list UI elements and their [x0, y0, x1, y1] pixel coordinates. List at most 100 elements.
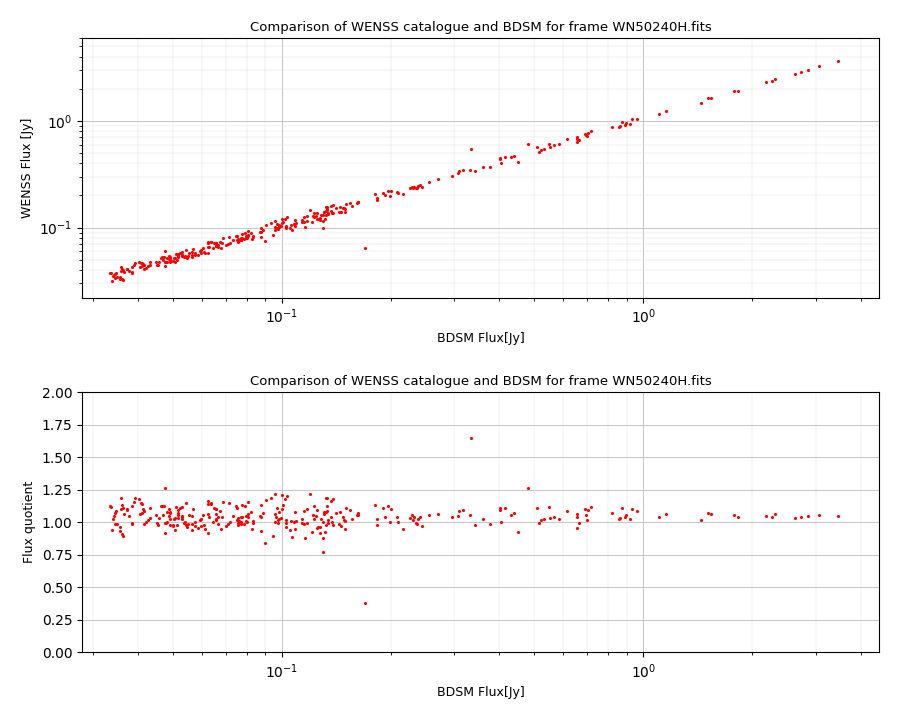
Point	[612, 513, 626, 525]
Point	[103, 500, 117, 511]
Point	[178, 251, 193, 262]
Point	[304, 526, 319, 538]
Point	[306, 509, 320, 521]
Point	[185, 524, 200, 536]
Point	[351, 197, 365, 208]
Point	[133, 508, 148, 520]
Point	[159, 256, 174, 268]
Point	[272, 513, 286, 524]
Point	[176, 510, 190, 522]
Point	[202, 248, 216, 259]
Point	[209, 504, 223, 516]
Point	[334, 521, 348, 532]
Point	[406, 182, 420, 194]
Point	[630, 505, 644, 517]
Point	[310, 214, 324, 225]
Point	[350, 508, 365, 519]
Point	[765, 511, 779, 523]
Point	[167, 513, 182, 524]
Point	[135, 257, 149, 269]
Point	[194, 513, 208, 524]
Point	[258, 235, 273, 246]
Point	[230, 236, 245, 248]
Point	[313, 215, 328, 226]
Point	[223, 516, 238, 528]
Point	[504, 509, 518, 521]
Point	[163, 253, 177, 265]
Point	[182, 509, 196, 521]
Point	[412, 511, 427, 523]
Point	[507, 150, 521, 162]
Point	[259, 220, 274, 231]
Point	[537, 513, 552, 525]
Point	[279, 222, 293, 234]
Point	[234, 516, 248, 528]
Point	[317, 508, 331, 519]
Point	[153, 253, 167, 264]
Point	[580, 130, 595, 142]
Point	[406, 515, 420, 526]
Point	[409, 183, 423, 194]
Point	[124, 261, 139, 272]
Point	[226, 234, 240, 246]
Point	[131, 256, 146, 268]
Point	[166, 513, 181, 524]
X-axis label: BDSM Flux[Jy]: BDSM Flux[Jy]	[436, 686, 525, 699]
Point	[209, 240, 223, 252]
Point	[171, 509, 185, 521]
Point	[158, 256, 172, 268]
Point	[207, 503, 221, 514]
Point	[135, 508, 149, 519]
Point	[181, 250, 195, 261]
Point	[605, 121, 619, 132]
Point	[324, 205, 338, 217]
Point	[167, 252, 182, 264]
Point	[415, 520, 429, 531]
Point	[358, 597, 373, 608]
Point	[124, 266, 139, 278]
Point	[383, 185, 398, 197]
Point	[338, 516, 353, 527]
Point	[185, 251, 200, 263]
Point	[324, 510, 338, 522]
Point	[230, 230, 244, 242]
Point	[204, 237, 219, 248]
Point	[176, 246, 190, 258]
Point	[209, 237, 223, 248]
Point	[178, 517, 193, 528]
Point	[289, 217, 303, 229]
Point	[578, 503, 592, 515]
Point	[768, 73, 782, 85]
Point	[234, 234, 248, 246]
Point	[188, 248, 202, 259]
Point	[110, 518, 124, 530]
Point	[759, 510, 773, 522]
Point	[188, 516, 202, 528]
Point	[162, 251, 176, 262]
Point	[358, 242, 373, 253]
Point	[279, 521, 293, 533]
Point	[137, 259, 151, 271]
Point	[338, 523, 353, 535]
Point	[235, 511, 249, 523]
Point	[176, 249, 190, 261]
Point	[135, 498, 149, 510]
Point	[216, 233, 230, 244]
Point	[275, 503, 290, 515]
Point	[451, 510, 465, 522]
Point	[468, 519, 482, 531]
Point	[701, 93, 716, 104]
Point	[235, 232, 249, 243]
Point	[507, 508, 521, 519]
Point	[113, 265, 128, 276]
Point	[483, 518, 498, 530]
Point	[316, 532, 330, 544]
Point	[455, 504, 470, 516]
Point	[230, 514, 244, 526]
Point	[166, 255, 180, 266]
Point	[410, 183, 424, 194]
Point	[410, 518, 424, 529]
Point	[328, 507, 343, 518]
Point	[137, 263, 151, 274]
Point	[169, 248, 184, 259]
